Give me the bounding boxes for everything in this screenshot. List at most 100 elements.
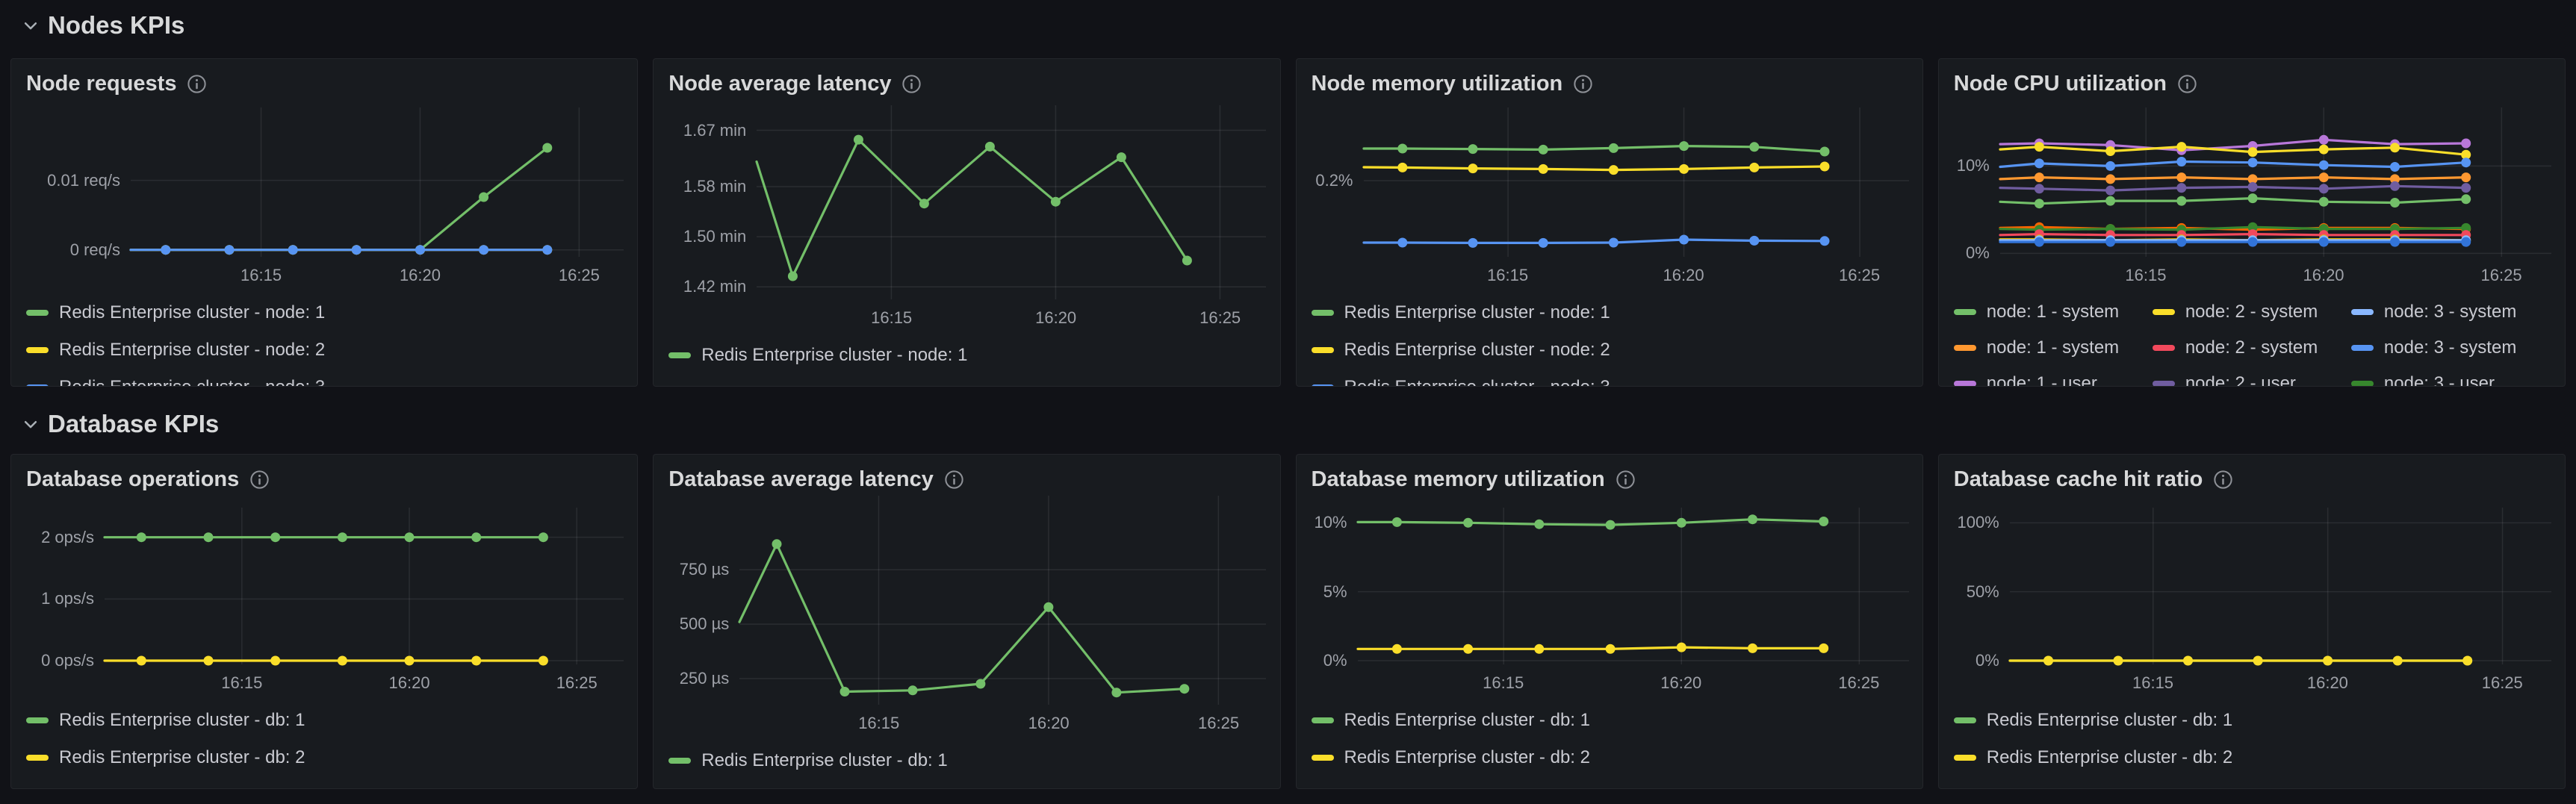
data-point-marker (2460, 172, 2471, 183)
data-point-marker (975, 679, 986, 689)
legend-item[interactable]: Redis Enterprise cluster - db: 1 (1953, 702, 2550, 739)
panel-header[interactable]: Node CPU utilization (1939, 59, 2565, 96)
plot-area[interactable] (738, 496, 1267, 705)
legend-item[interactable]: Redis Enterprise cluster - db: 2 (26, 739, 622, 776)
time-series-chart: 100% 50% 0% 16:15 16:20 16:25 (1954, 508, 2551, 697)
data-point-marker (2322, 655, 2333, 666)
data-point-marker (203, 532, 214, 543)
legend-item[interactable]: node: 3 - user (2350, 366, 2550, 386)
dashboard: Nodes KPIs Node requests 0.01 req/s 0 req… (0, 11, 2576, 789)
x-axis-tick-label: 16:20 (2306, 673, 2348, 692)
info-icon[interactable] (944, 470, 964, 490)
legend-item[interactable]: node: 1 - system (1953, 294, 2153, 330)
section-title: Nodes KPIs (48, 11, 185, 39)
legend: Redis Enterprise cluster - db: 1 Redis En… (26, 702, 622, 776)
data-point-marker (1748, 235, 1759, 246)
x-axis-tick-label: 16:25 (1838, 673, 1880, 692)
panel-header[interactable]: Database memory utilization (1297, 455, 1922, 492)
panel-header[interactable]: Node average latency (654, 59, 1279, 96)
legend-item[interactable]: node: 2 - system (2152, 294, 2351, 330)
legend-item[interactable]: Redis Enterprise cluster - node: 3 (26, 369, 622, 386)
data-point-marker (2389, 143, 2400, 153)
data-point-marker (136, 532, 146, 543)
plot-area[interactable] (1999, 107, 2551, 257)
legend-item[interactable]: node: 1 - user (1953, 366, 2153, 386)
plot-area[interactable] (1362, 107, 1909, 257)
data-point-marker (2318, 144, 2329, 155)
legend-item[interactable]: Redis Enterprise cluster - db: 1 (1311, 702, 1908, 739)
x-axis-tick-label: 16:15 (1487, 266, 1529, 284)
info-icon[interactable] (1616, 470, 1636, 490)
section-header[interactable]: Database KPIs (22, 410, 2566, 437)
y-axis-tick-label: 1.67 min (683, 120, 747, 140)
data-point-marker (2318, 196, 2329, 207)
legend-series-swatch (26, 755, 49, 761)
y-axis-tick-label: 0% (1975, 651, 1999, 670)
panel-header[interactable]: Node requests (11, 59, 637, 96)
panel-header[interactable]: Database operations (11, 455, 637, 492)
legend-item[interactable]: Redis Enterprise cluster - node: 2 (26, 331, 622, 369)
panel: Node requests 0.01 req/s 0 req/s 16:15 16:2… (10, 58, 639, 387)
legend-item[interactable]: node: 1 - system (1953, 330, 2153, 366)
legend: Redis Enterprise cluster - db: 1 (668, 742, 1264, 779)
data-point-marker (2247, 174, 2258, 184)
legend-series-label: Redis Enterprise cluster - node: 2 (1344, 340, 1610, 360)
legend-item[interactable]: Redis Enterprise cluster - node: 3 (1311, 369, 1908, 386)
series-line (755, 138, 1189, 278)
plot-area[interactable] (129, 107, 624, 257)
data-point-marker (415, 245, 425, 255)
data-point-marker (2105, 237, 2115, 247)
legend-item[interactable]: Redis Enterprise cluster - node: 1 (26, 294, 622, 331)
data-point-marker (203, 655, 214, 666)
x-axis-tick-label: 16:20 (2303, 266, 2344, 284)
legend-series-swatch (2152, 309, 2175, 315)
info-icon[interactable] (1573, 74, 1593, 94)
legend-item[interactable]: node: 3 - system (2350, 294, 2550, 330)
panel-header[interactable]: Database average latency (654, 455, 1279, 492)
x-axis-tick-label: 16:20 (1663, 266, 1704, 284)
data-point-marker (2043, 655, 2053, 666)
panel-header[interactable]: Node memory utilization (1297, 59, 1922, 96)
data-point-marker (2460, 149, 2471, 160)
panel: Database cache hit ratio 100% 50% 0% 16:15 1… (1937, 454, 2566, 789)
info-icon[interactable] (187, 74, 207, 94)
legend-series-swatch (1311, 717, 1334, 723)
info-icon[interactable] (901, 74, 922, 94)
legend-item[interactable]: Redis Enterprise cluster - db: 2 (1953, 739, 2550, 776)
legend-item[interactable]: Redis Enterprise cluster - db: 1 (26, 702, 622, 739)
data-point-marker (2460, 158, 2471, 168)
plot-area[interactable] (103, 508, 624, 666)
legend-series-label: Redis Enterprise cluster - node: 1 (1344, 302, 1610, 322)
x-axis-tick-label: 16:20 (388, 673, 430, 692)
legend-item[interactable]: node: 2 - system (2152, 330, 2351, 366)
legend-item[interactable]: node: 3 - system (2350, 330, 2550, 366)
info-icon[interactable] (2213, 470, 2233, 490)
info-circle-icon (1616, 470, 1635, 489)
series-line (1999, 160, 2468, 169)
legend-item[interactable]: Redis Enterprise cluster - node: 2 (1311, 331, 1908, 369)
legend-item[interactable]: Redis Enterprise cluster - db: 1 (668, 742, 1264, 779)
data-point-marker (2105, 174, 2115, 184)
legend-series-swatch (2350, 345, 2374, 351)
data-point-marker (1819, 146, 1829, 157)
data-point-marker (161, 245, 171, 255)
legend-item[interactable]: Redis Enterprise cluster - node: 1 (668, 337, 1264, 374)
legend-series-swatch (26, 717, 49, 723)
data-point-marker (2389, 162, 2400, 172)
data-point-marker (538, 532, 548, 543)
data-point-marker (2034, 237, 2044, 247)
legend-item[interactable]: node: 2 - user (2152, 366, 2351, 386)
plot-area[interactable] (755, 105, 1267, 299)
section-header[interactable]: Nodes KPIs (22, 11, 2566, 39)
plot-area[interactable] (1356, 508, 1909, 664)
info-icon[interactable] (249, 470, 270, 490)
legend-series-label: node: 2 - system (2185, 302, 2318, 322)
legend-item[interactable]: Redis Enterprise cluster - db: 2 (1311, 739, 1908, 776)
plot-area[interactable] (2008, 508, 2551, 666)
panel-header[interactable]: Database cache hit ratio (1939, 455, 2565, 492)
data-point-marker (1676, 517, 1686, 528)
x-axis-tick-label: 16:15 (871, 308, 913, 327)
info-icon[interactable] (2177, 74, 2197, 94)
legend-item[interactable]: Redis Enterprise cluster - node: 1 (1311, 294, 1908, 331)
data-point-marker (919, 199, 930, 209)
